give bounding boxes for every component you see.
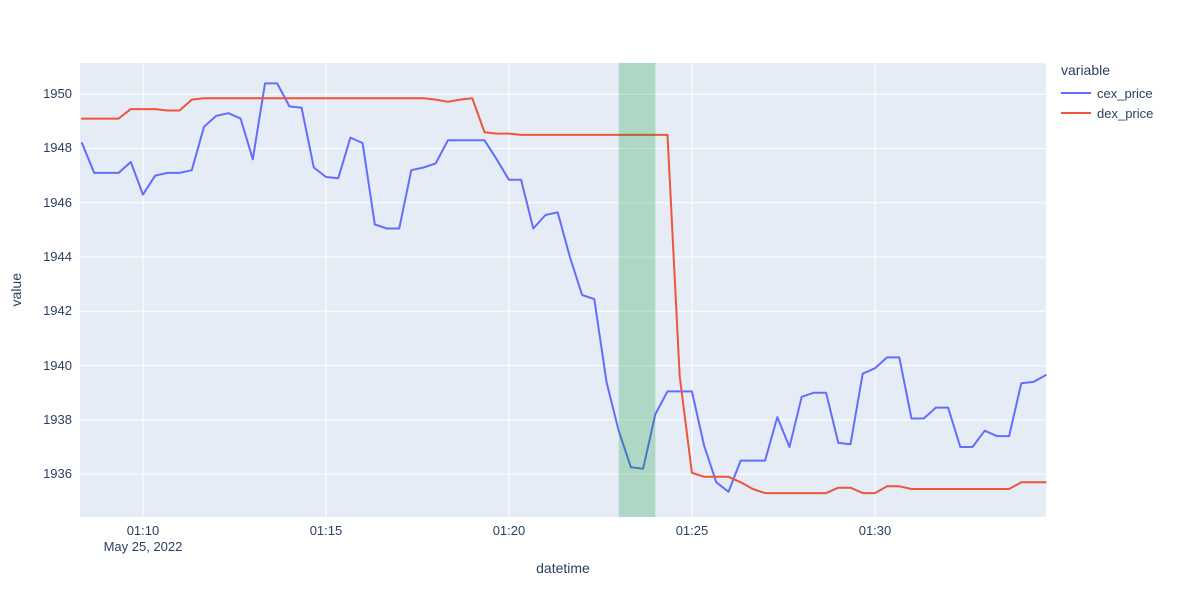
y-axis-title: value — [8, 273, 24, 307]
legend-title: variable — [1061, 62, 1111, 78]
legend-items: cex_price dex_price — [1061, 83, 1153, 123]
x-tick-label: 01:30 — [858, 523, 892, 538]
legend-item-label: dex_price — [1097, 105, 1154, 121]
legend-item-cex_price[interactable]: cex_price — [1061, 83, 1153, 103]
y-tick-label: 1950 — [43, 86, 72, 102]
x-tick-label: 01:25 — [675, 523, 709, 538]
y-axis-title-container: value — [8, 63, 24, 517]
legend-item-label: cex_price — [1097, 85, 1153, 101]
x-tick-label: 01:20 — [492, 523, 526, 538]
y-tick-label: 1938 — [43, 411, 72, 427]
cex_price-line — [81, 82, 1047, 493]
y-tick-label: 1944 — [43, 249, 72, 265]
x-axis-date-label: May 25, 2022 — [103, 539, 183, 554]
y-tick-label: 1942 — [43, 303, 72, 319]
x-axis-title: datetime — [536, 560, 590, 576]
legend: variable cex_price dex_price — [1061, 62, 1153, 123]
dex_price-line — [81, 97, 1047, 495]
y-tick-label: 1948 — [43, 140, 72, 156]
legend-item-dex_price[interactable]: dex_price — [1061, 103, 1153, 123]
x-tick-label: 01:15 — [309, 523, 343, 538]
y-tick-label: 1936 — [43, 466, 72, 482]
y-tick-label: 1940 — [43, 357, 72, 373]
legend-line-swatch-icon — [1061, 112, 1091, 114]
highlight-band — [618, 63, 656, 517]
legend-line-swatch-icon — [1061, 92, 1091, 94]
plot-background — [80, 63, 1046, 517]
y-tick-label: 1946 — [43, 194, 72, 210]
x-tick-label: 01:10 — [126, 523, 160, 538]
